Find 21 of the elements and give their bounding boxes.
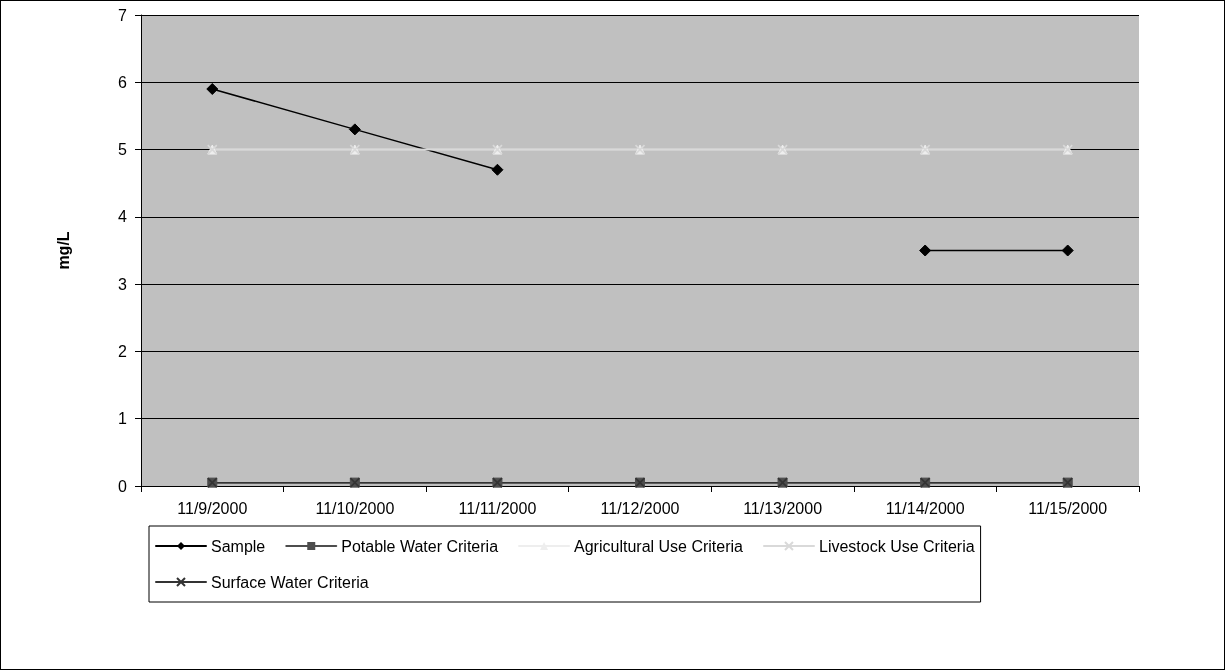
legend-label: Livestock Use Criteria [818,537,975,555]
y-tick-label: 1 [118,410,128,428]
y-tick-label: 5 [118,141,128,159]
y-tick-label: 7 [118,6,128,24]
x-tick-label: 11/14/2000 [885,499,965,517]
x-tick-label: 11/9/2000 [177,499,248,517]
y-tick-label: 3 [118,275,128,293]
y-tick-label: 0 [118,477,128,495]
y-tick-label: 6 [118,73,128,91]
legend-label: Surface Water Criteria [211,573,369,591]
y-axis-title: mg/L [54,231,72,270]
x-tick-label: 11/15/2000 [1028,499,1108,517]
x-tick-label: 11/11/2000 [458,499,537,517]
legend-label: Potable Water Criteria [341,537,499,555]
legend-label: Sample [211,537,266,555]
x-tick-label: 11/12/2000 [600,499,680,517]
legend-label: Agricultural Use Criteria [574,537,744,555]
x-tick-label: 11/10/2000 [315,499,395,517]
y-tick-label: 2 [118,342,128,360]
x-tick-label: 11/13/2000 [743,499,823,517]
y-tick-label: 4 [118,208,128,226]
